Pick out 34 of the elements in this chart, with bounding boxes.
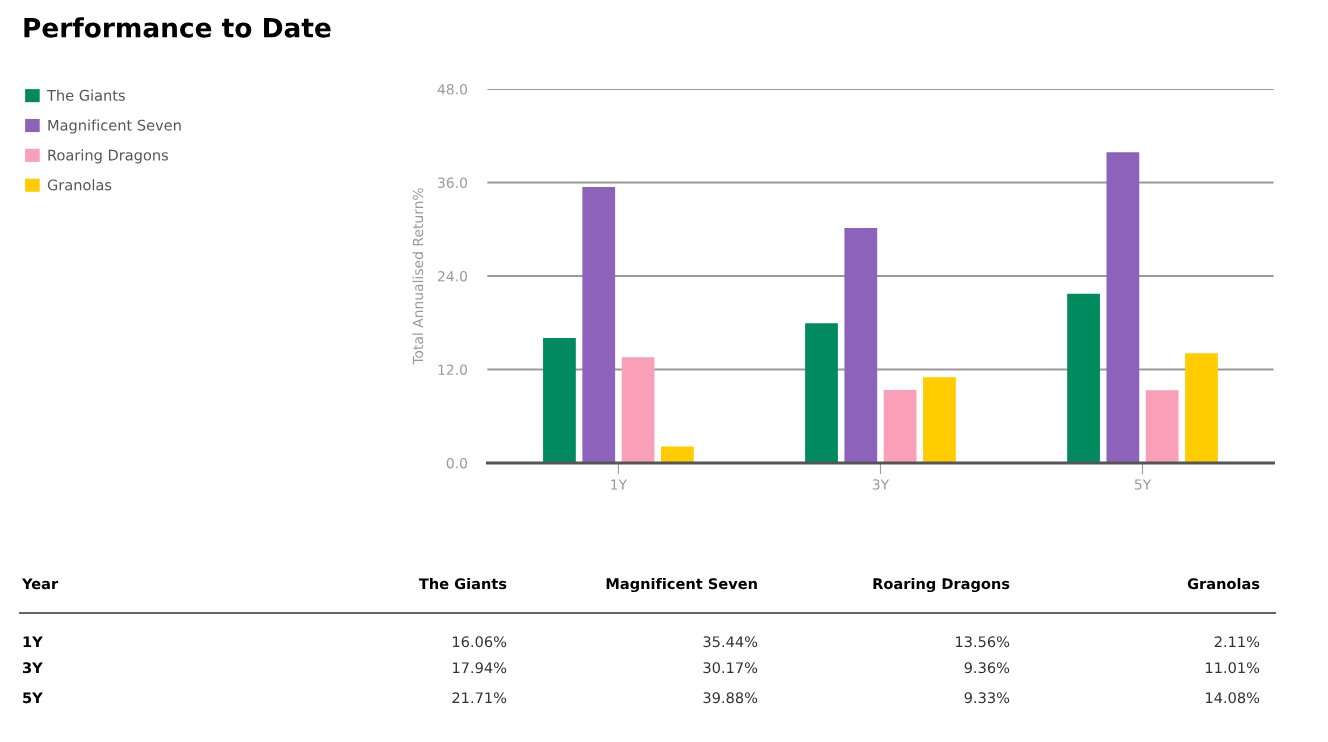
text: Performance to Date: [24, 17, 331, 38]
text: 39.88%: [703, 692, 758, 704]
category-label: 3Y: [22, 662, 43, 674]
text: 21.71%: [452, 692, 507, 704]
text: 13.56%: [956, 636, 1010, 648]
category-label: 5Y: [23, 692, 43, 704]
legend-label: The Giants: [46, 89, 125, 101]
text: 30.17%: [703, 662, 758, 674]
text: Roaring Dragons: [873, 577, 1010, 593]
y-tick-label: 36.0: [438, 177, 468, 189]
legend-label: Roaring Dragons: [48, 149, 168, 164]
text: 11.01%: [1206, 662, 1260, 674]
text: The Giants: [418, 577, 507, 590]
x-tick-label: 5Y: [1134, 479, 1152, 490]
text: Magnificent Seven: [606, 577, 757, 593]
text: Year: [21, 578, 59, 590]
text: 14.08%: [1206, 692, 1260, 704]
x-tick-label: 1Y: [611, 479, 628, 490]
text: Granolas: [1187, 577, 1260, 590]
y-tick-label: 24.0: [438, 270, 468, 282]
y-tick-label: 12.0: [438, 364, 468, 375]
category-label: 1Y: [23, 636, 43, 648]
y-tick-label: 48.0: [437, 84, 468, 95]
text: 16.06%: [453, 636, 507, 648]
y-axis-title: Total Annualised Return%: [412, 188, 424, 365]
text: 2.11%: [1214, 636, 1260, 648]
y-tick-label: 0.0: [446, 457, 468, 469]
legend-label: Magnificent Seven: [48, 119, 181, 134]
text: 9.33%: [964, 692, 1010, 704]
text: 9.36%: [964, 662, 1010, 674]
legend-label: Granolas: [47, 179, 112, 191]
text: 35.44%: [703, 636, 758, 648]
text: 17.94%: [453, 662, 507, 674]
x-tick-label: 3Y: [872, 479, 890, 490]
